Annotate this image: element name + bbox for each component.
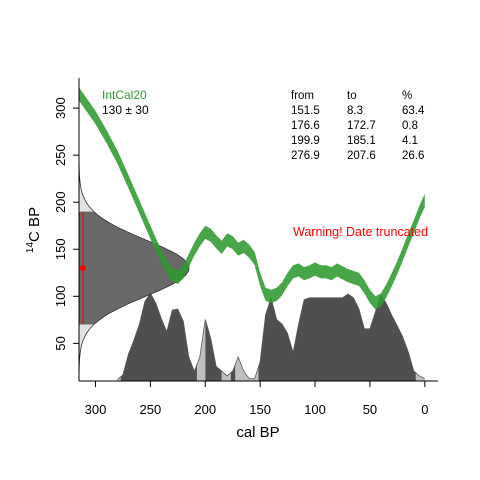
range-header-percent: % [402,90,412,102]
range-row-3-to: 185.1 [347,135,376,147]
y-axis-title: 14C BP [25,207,43,253]
x-tick-label-100: 100 [304,402,326,417]
x-tick-label-200: 200 [194,402,216,417]
ticks: 300 250 200 150 100 50 0 50 100 150 200 250 300 [53,97,428,417]
hpd-range-area-4 [120,293,197,381]
y-tick-label-50: 50 [53,336,68,350]
y-tick-label-250: 250 [53,144,68,166]
x-tick-label-150: 150 [249,402,271,417]
calibration-curve [79,87,425,325]
x-axis-title: cal BP [236,424,279,441]
y-tick-label-200: 200 [53,191,68,213]
hpd-range-area-1 [258,294,416,381]
x-tick-label-250: 250 [140,402,162,417]
x-tick-label-50: 50 [363,402,377,417]
legend-curve-name: IntCal20 [102,88,147,102]
axes [78,78,438,382]
hpd-range-area-2 [230,364,236,381]
y-tick-label-100: 100 [53,285,68,307]
range-row-2-percent: 0.8 [402,120,418,132]
y-axis-title-main: C BP [26,207,43,242]
range-row-3-from: 199.9 [291,135,320,147]
range-row-2-to: 172.7 [347,120,376,132]
range-row-4-percent: 26.6 [402,150,424,162]
range-row-1-from: 151.5 [291,105,320,117]
range-header-from: from [291,90,314,102]
range-row-4-from: 276.9 [291,150,320,162]
range-row-1-to: 8.3 [347,105,363,117]
range-row-1-percent: 63.4 [402,105,425,117]
range-row-3-percent: 4.1 [402,135,418,147]
calibration-curve-band [79,87,425,310]
x-tick-label-0: 0 [421,402,428,417]
y-axis-title-superscript: 14 [25,242,36,254]
warning-date-truncated: Warning! Date truncated [293,225,428,239]
range-header-to: to [347,90,357,102]
hpd-ranges-table: from to % 151.5 8.3 63.4 176.6 172.7 0.8… [291,90,425,162]
x-tick-label-300: 300 [85,402,107,417]
range-row-4-to: 207.6 [347,150,376,162]
range-row-2-from: 176.6 [291,120,320,132]
date-mean-point [80,265,86,272]
c14-distribution-2sigma [79,211,189,325]
legend-date-label: 130 ± 30 [102,103,149,117]
calibrated-density [117,292,425,381]
y-tick-label-300: 300 [53,97,68,119]
y-tick-label-150: 150 [53,238,68,260]
